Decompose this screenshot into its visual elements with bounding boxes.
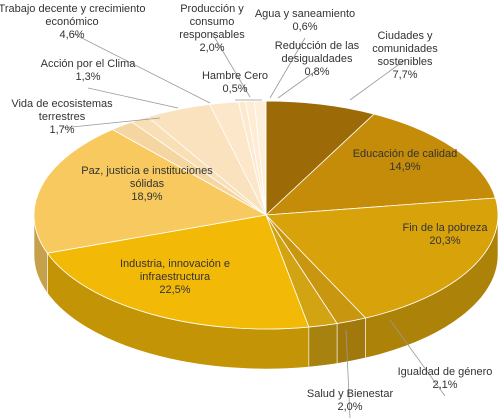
value-label: 1,3% <box>75 71 101 83</box>
category-label: Trabajo decente y crecimiento económico <box>0 3 146 28</box>
slice-label: Hambre Cero 0,5% <box>195 70 275 96</box>
slice <box>33 129 268 254</box>
value-label: 2,0% <box>199 42 225 54</box>
value-label: 22,5% <box>159 284 191 296</box>
category-label: Educación de calidad <box>352 148 458 160</box>
category-label: Paz, justicia e instituciones sólidas <box>81 165 213 190</box>
slice <box>46 214 310 330</box>
value-label: 0,8% <box>304 66 330 78</box>
leader-line <box>269 37 306 99</box>
category-label: Agua y saneamiento <box>254 8 356 20</box>
category-label: Producción y consumo responsables <box>179 3 245 41</box>
leader-line <box>345 329 351 419</box>
category-label: Salud y Bienestar <box>306 388 394 400</box>
slice-label: Fin de la pobreza 20,3% <box>390 222 500 248</box>
category-label: Industria, innovación e infraestructura <box>119 258 231 283</box>
category-label: Hambre Cero <box>201 70 269 82</box>
value-label: 20,3% <box>429 235 461 247</box>
slice-label: Agua y saneamiento 0,6% <box>225 8 385 34</box>
value-label: 1,7% <box>49 124 75 136</box>
value-label: 4,6% <box>59 29 85 41</box>
leader-line <box>389 319 446 397</box>
slice-label: Vida de ecosistemas terrestres 1,7% <box>0 98 125 137</box>
category-label: Vida de ecosistemas terrestres <box>11 98 113 123</box>
value-label: 14,9% <box>389 161 421 173</box>
leader-line <box>87 87 179 109</box>
leader-line <box>61 117 161 129</box>
slice-label: Salud y Bienestar 2,0% <box>300 388 400 414</box>
value-label: 7,7% <box>392 69 418 81</box>
slice-label: Ciudades y comunidades sostenibles 7,7% <box>355 30 455 82</box>
category-label: Ciudades y comunidades sostenibles <box>372 30 438 68</box>
category-label: Acción por el Clima <box>40 58 136 70</box>
slice-label: Paz, justicia e instituciones sólidas 18,… <box>72 165 222 204</box>
slice <box>265 100 375 216</box>
category-label: Reducción de las desigualdades <box>274 40 360 65</box>
slice <box>265 197 499 319</box>
value-label: 2,1% <box>432 379 458 391</box>
slice <box>253 100 267 216</box>
slice <box>264 113 496 216</box>
value-label: 2,0% <box>337 401 363 413</box>
slice-label: Industria, innovación e infraestructura 2… <box>105 258 245 297</box>
value-label: 0,6% <box>292 21 318 33</box>
leader-line <box>349 59 406 101</box>
slice-side <box>308 323 338 368</box>
slice-side <box>336 317 366 364</box>
slice-label: Educación de calidad 14,9% <box>350 148 460 174</box>
category-label: Fin de la pobreza <box>402 222 488 234</box>
slice-label: Acción por el Clima 1,3% <box>33 58 143 84</box>
leader-line <box>71 32 211 104</box>
slice-label: Trabajo decente y crecimiento económico 4… <box>0 3 147 42</box>
leader-line <box>277 69 318 99</box>
slice-label: Reducción de las desigualdades 0,8% <box>267 40 367 79</box>
slice-label: Igualdad de género 2,1% <box>390 366 500 392</box>
value-label: 0,5% <box>222 83 248 95</box>
leader-line <box>211 32 251 98</box>
category-label: Igualdad de género <box>397 366 493 378</box>
slice-label: Producción y consumo responsables 2,0% <box>171 3 253 55</box>
value-label: 18,9% <box>131 191 163 203</box>
